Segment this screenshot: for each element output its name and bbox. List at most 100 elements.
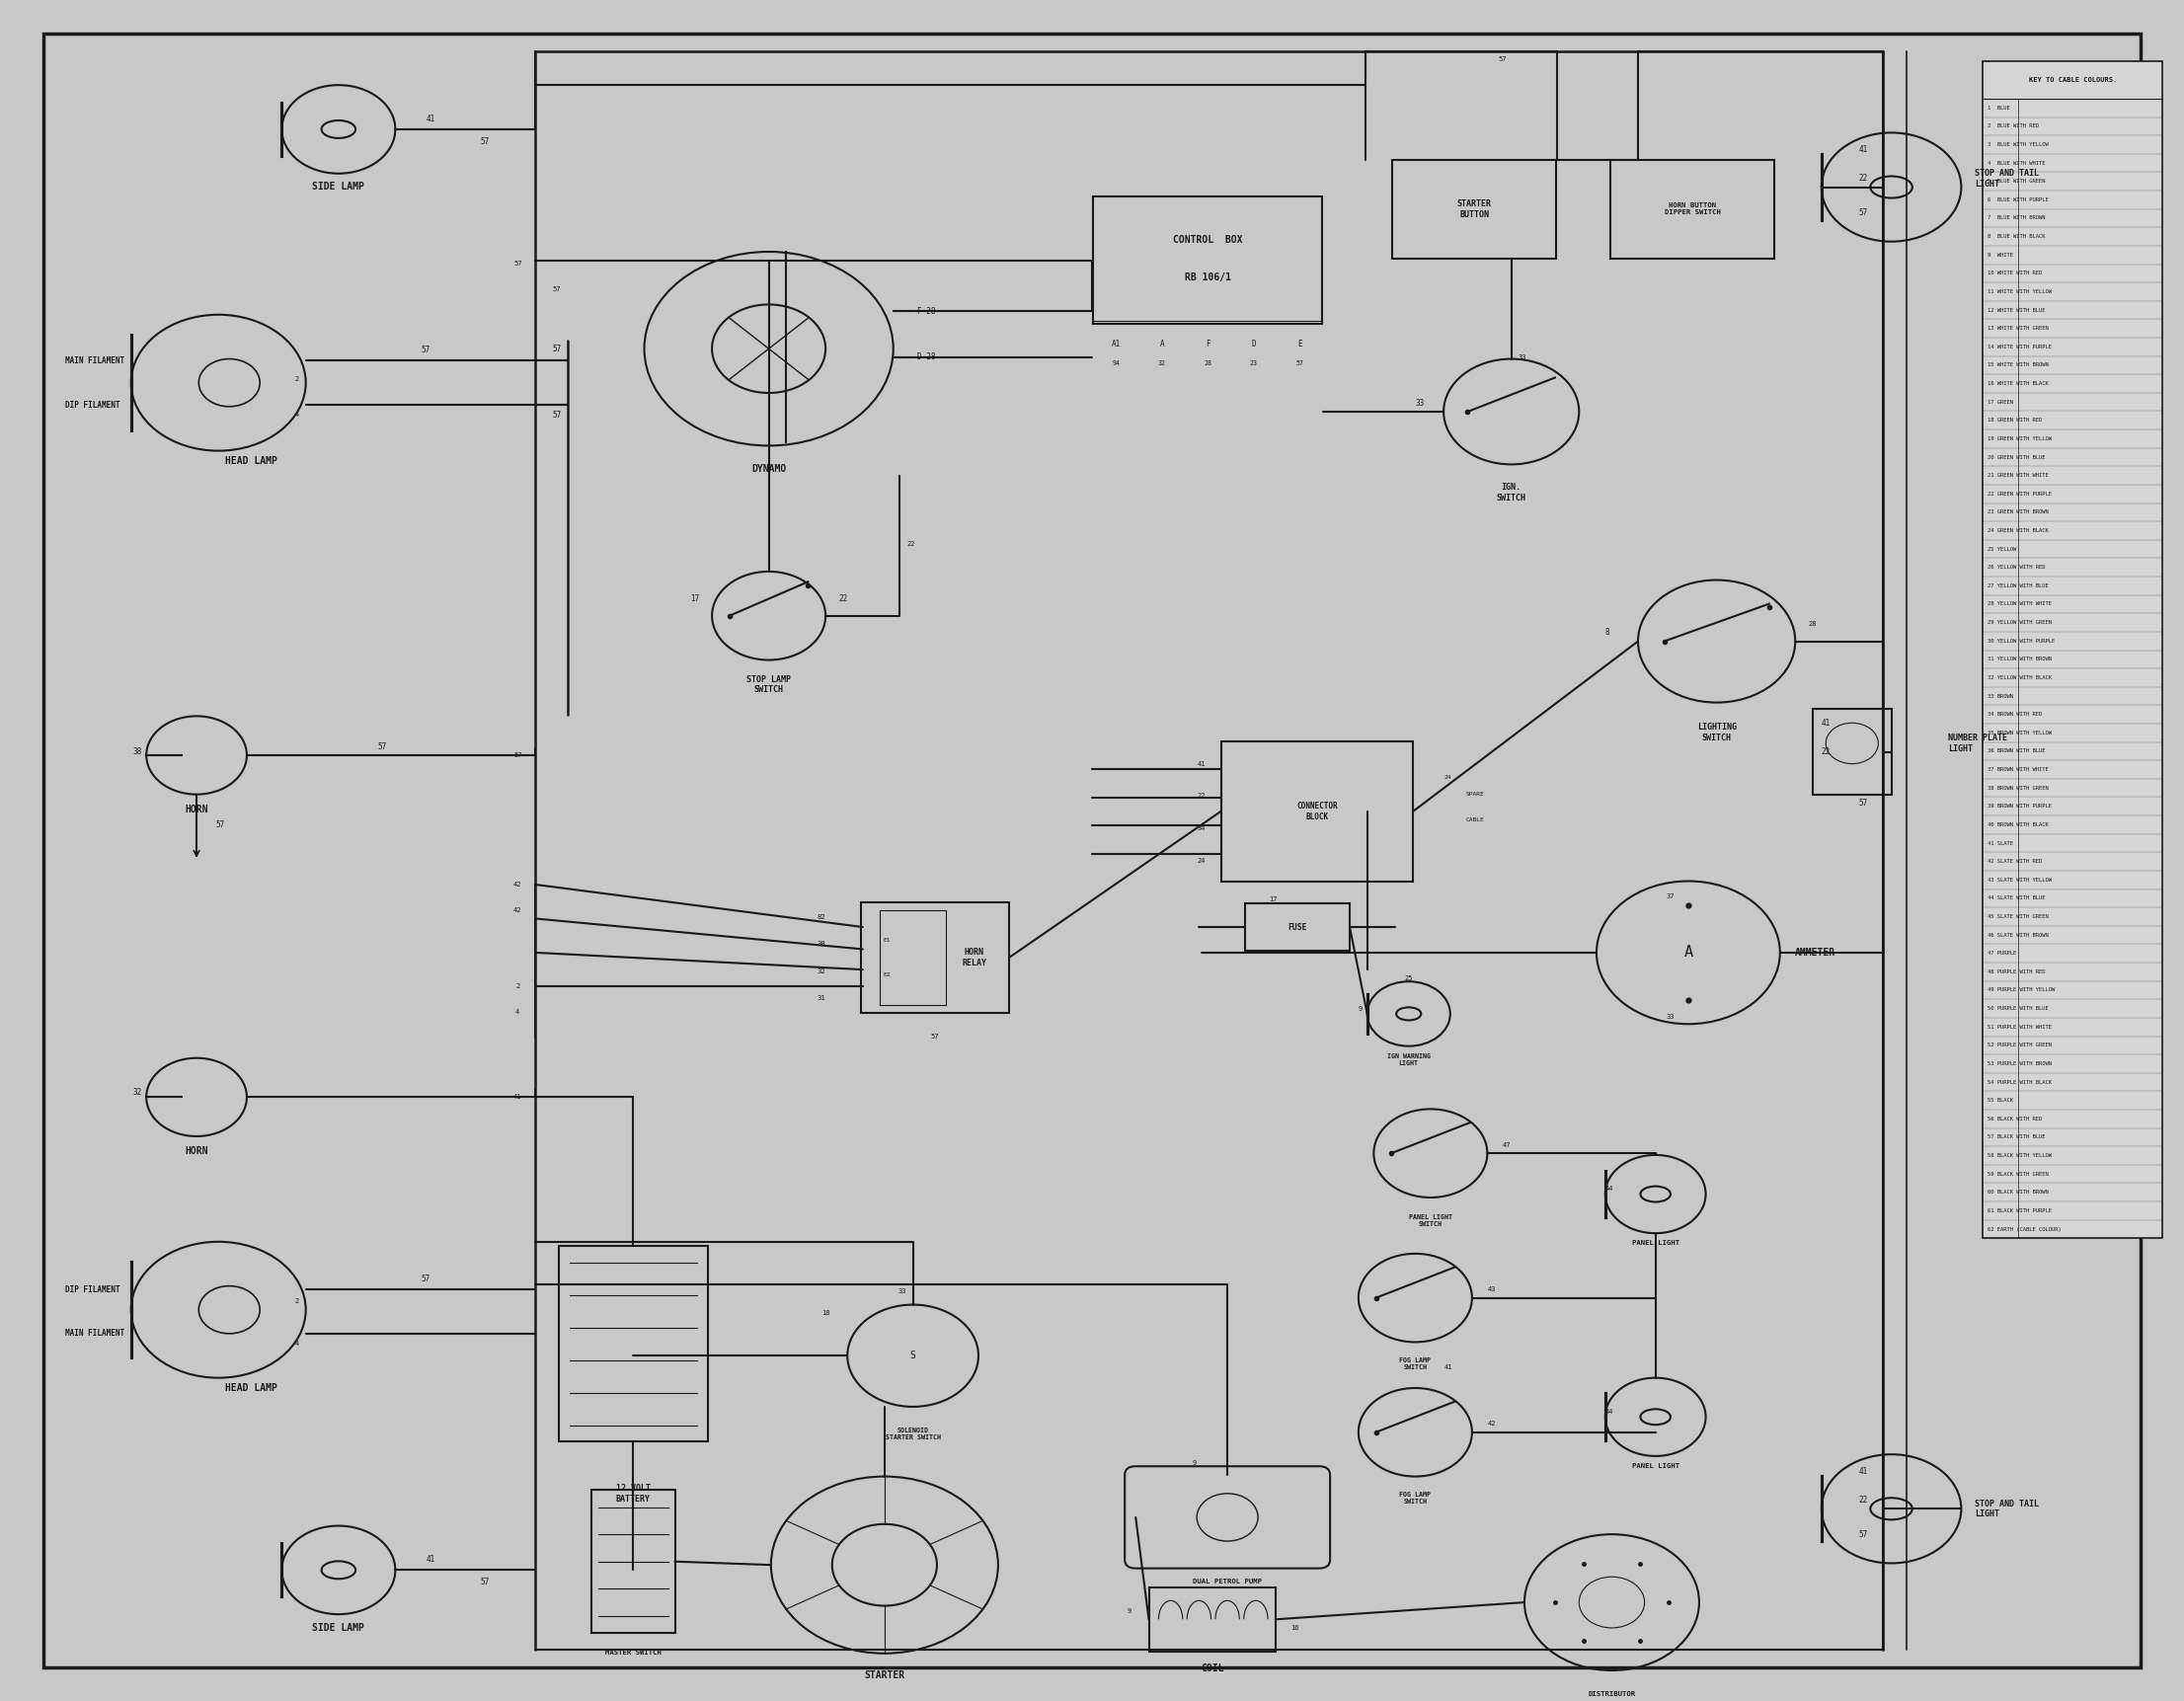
Text: F: F [1206, 340, 1210, 349]
Text: 43 SLATE WITH YELLOW: 43 SLATE WITH YELLOW [1987, 878, 2051, 883]
Text: 22: 22 [1859, 174, 1867, 184]
Text: 24: 24 [1444, 776, 1450, 779]
Text: COIL: COIL [1201, 1664, 1223, 1674]
Text: MASTER SWITCH: MASTER SWITCH [605, 1650, 662, 1655]
Text: 34 BROWN WITH RED: 34 BROWN WITH RED [1987, 713, 2042, 716]
Text: 41 SLATE: 41 SLATE [1987, 840, 2014, 845]
Text: 28: 28 [1203, 361, 1212, 366]
Text: 28 YELLOW WITH WHITE: 28 YELLOW WITH WHITE [1987, 602, 2051, 607]
Text: 30 YELLOW WITH PURPLE: 30 YELLOW WITH PURPLE [1987, 638, 2055, 643]
Text: 18: 18 [821, 1310, 830, 1317]
Text: 57: 57 [422, 345, 430, 356]
Text: STOP AND TAIL
LIGHT: STOP AND TAIL LIGHT [1974, 168, 2038, 189]
Text: 5  BLUE WITH GREEN: 5 BLUE WITH GREEN [1987, 179, 2044, 184]
Text: 59 BLACK WITH GREEN: 59 BLACK WITH GREEN [1987, 1172, 2049, 1177]
Text: LIGHTING
SWITCH: LIGHTING SWITCH [1697, 723, 1736, 742]
Text: 33: 33 [1415, 398, 1424, 408]
Text: 25 YELLOW: 25 YELLOW [1987, 546, 2016, 551]
Text: 61 BLACK WITH PURPLE: 61 BLACK WITH PURPLE [1987, 1208, 2051, 1213]
Text: 40 BROWN WITH BLACK: 40 BROWN WITH BLACK [1987, 822, 2049, 827]
Text: D: D [1251, 340, 1256, 349]
Text: 13 WHITE WITH GREEN: 13 WHITE WITH GREEN [1987, 327, 2049, 332]
Text: SOLENOID
STARTER SWITCH: SOLENOID STARTER SWITCH [885, 1427, 941, 1441]
Text: 57: 57 [1859, 798, 1867, 808]
Text: 82: 82 [817, 913, 826, 920]
Text: 57: 57 [1498, 56, 1507, 63]
Text: SIDE LAMP: SIDE LAMP [312, 1623, 365, 1633]
Text: F 28: F 28 [917, 306, 935, 316]
Text: 46 SLATE WITH BROWN: 46 SLATE WITH BROWN [1987, 932, 2049, 937]
Text: HORN: HORN [186, 805, 207, 815]
Text: 49 PURPLE WITH YELLOW: 49 PURPLE WITH YELLOW [1987, 988, 2055, 993]
Text: 9: 9 [1358, 1005, 1363, 1012]
Text: 57: 57 [480, 1577, 489, 1587]
Text: 38: 38 [817, 941, 826, 947]
Text: STARTER
BUTTON: STARTER BUTTON [1457, 199, 1492, 219]
Text: KEY TO CABLE COLOURS.: KEY TO CABLE COLOURS. [2029, 77, 2116, 83]
Text: A: A [1160, 340, 1164, 349]
Text: 1  BLUE: 1 BLUE [1987, 105, 2009, 111]
Text: 56 BLACK WITH RED: 56 BLACK WITH RED [1987, 1116, 2042, 1121]
Text: 41: 41 [513, 1094, 522, 1101]
Text: 26 YELLOW WITH RED: 26 YELLOW WITH RED [1987, 565, 2044, 570]
Text: 2: 2 [295, 376, 299, 383]
Text: 23: 23 [1249, 361, 1258, 366]
Text: 4: 4 [295, 412, 299, 418]
Text: DYNAMO: DYNAMO [751, 464, 786, 475]
Text: 22: 22 [1821, 747, 1830, 757]
Text: RB 106/1: RB 106/1 [1184, 272, 1232, 282]
Text: 2: 2 [295, 1298, 299, 1305]
Text: 32: 32 [817, 968, 826, 975]
Text: 4: 4 [515, 1009, 520, 1015]
Text: S: S [911, 1351, 915, 1361]
Text: DIP FILAMENT: DIP FILAMENT [66, 400, 120, 410]
Text: 41: 41 [1444, 1364, 1452, 1371]
Text: 39 BROWN WITH PURPLE: 39 BROWN WITH PURPLE [1987, 805, 2051, 808]
Text: E: E [1297, 340, 1302, 349]
Text: CABLE: CABLE [1465, 818, 1483, 822]
Text: FOG LAMP
SWITCH: FOG LAMP SWITCH [1400, 1492, 1431, 1505]
Text: 57: 57 [378, 742, 387, 752]
Text: D 28: D 28 [917, 352, 935, 362]
Text: 57: 57 [422, 1274, 430, 1284]
Text: 31: 31 [817, 995, 826, 1002]
Text: 2: 2 [515, 983, 520, 990]
Text: 94: 94 [1112, 361, 1120, 366]
Text: 37 BROWN WITH WHITE: 37 BROWN WITH WHITE [1987, 767, 2049, 772]
Text: 33: 33 [898, 1288, 906, 1294]
Text: 58 BLACK WITH YELLOW: 58 BLACK WITH YELLOW [1987, 1153, 2051, 1158]
Text: CONTROL  BOX: CONTROL BOX [1173, 235, 1243, 245]
Text: 22: 22 [1197, 793, 1206, 799]
Text: 33: 33 [1666, 1014, 1675, 1021]
Text: 57: 57 [480, 136, 489, 146]
Text: 57 BLACK WITH BLUE: 57 BLACK WITH BLUE [1987, 1135, 2044, 1140]
Text: A: A [1684, 946, 1693, 959]
Text: 43: 43 [1487, 1286, 1496, 1293]
Text: 11 WHITE WITH YELLOW: 11 WHITE WITH YELLOW [1987, 289, 2051, 294]
Text: 6  BLUE WITH PURPLE: 6 BLUE WITH PURPLE [1987, 197, 2049, 202]
Text: 57: 57 [553, 410, 561, 420]
Text: 57: 57 [1859, 208, 1867, 218]
Text: 17: 17 [690, 594, 699, 604]
Text: 2  BLUE WITH RED: 2 BLUE WITH RED [1987, 124, 2040, 129]
Text: 8: 8 [1605, 628, 1610, 638]
Text: 7  BLUE WITH BROWN: 7 BLUE WITH BROWN [1987, 216, 2044, 221]
Text: 42: 42 [513, 907, 522, 913]
Text: 48 PURPLE WITH RED: 48 PURPLE WITH RED [1987, 970, 2044, 975]
Text: 62 EARTH (CABLE COLOUR): 62 EARTH (CABLE COLOUR) [1987, 1226, 2062, 1232]
Text: 57: 57 [513, 752, 522, 759]
Text: 41: 41 [1859, 1466, 1867, 1476]
Text: 9: 9 [1192, 1459, 1197, 1466]
Text: SIDE LAMP: SIDE LAMP [312, 182, 365, 192]
Text: 44: 44 [1605, 1186, 1614, 1192]
Text: 12 WHITE WITH BLUE: 12 WHITE WITH BLUE [1987, 308, 2044, 313]
Text: MAIN FILAMENT: MAIN FILAMENT [66, 1328, 124, 1339]
Text: 9: 9 [1127, 1607, 1131, 1614]
Text: HEAD LAMP: HEAD LAMP [225, 1383, 277, 1393]
Text: 22: 22 [906, 541, 915, 548]
Text: 21 GREEN WITH WHITE: 21 GREEN WITH WHITE [1987, 473, 2049, 478]
Text: 42: 42 [513, 881, 522, 888]
Text: 27 YELLOW WITH BLUE: 27 YELLOW WITH BLUE [1987, 583, 2049, 589]
Text: 10 WHITE WITH RED: 10 WHITE WITH RED [1987, 270, 2042, 276]
Text: 36 BROWN WITH BLUE: 36 BROWN WITH BLUE [1987, 748, 2044, 754]
